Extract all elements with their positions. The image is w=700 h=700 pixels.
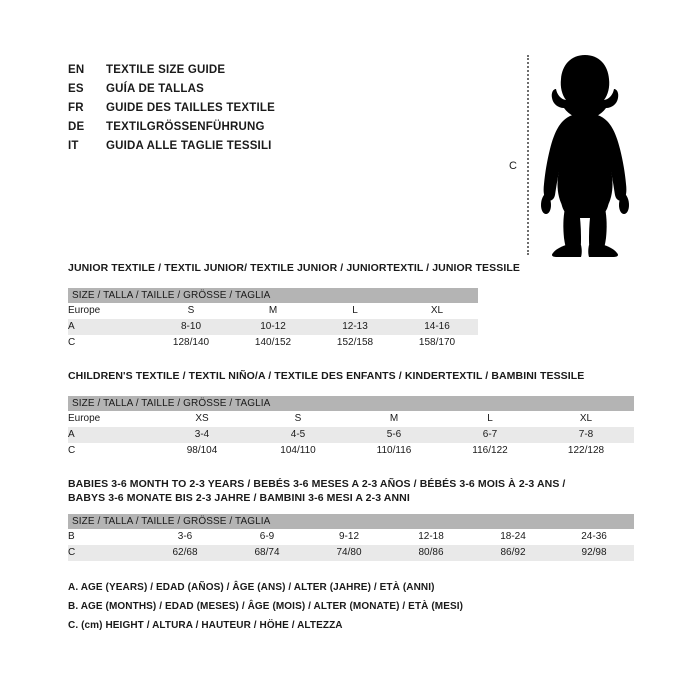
cell-value: 12-13 (314, 319, 396, 335)
cell-value: 6-7 (442, 427, 538, 443)
language-title: GUIDE DES TAILLES TEXTILE (106, 102, 275, 114)
cell-value: 62/68 (144, 545, 226, 561)
row-label: Europe (68, 411, 154, 427)
cell-value: 92/98 (554, 545, 635, 561)
table-row: C 98/104 104/110 110/116 116/122 122/128 (68, 443, 635, 459)
size-header-label: SIZE / TALLA / TAILLE / GRÖSSE / TAGLIA (68, 288, 478, 303)
language-code: DE (68, 121, 85, 133)
cell-value: 8-10 (150, 319, 232, 335)
legend-line-b: B. AGE (MONTHS) / EDAD (MESES) / ÂGE (MO… (68, 601, 464, 612)
table-header-row: SIZE / TALLA / TAILLE / GRÖSSE / TAGLIA (68, 288, 478, 303)
table-row: Europe XS S M L XL (68, 411, 635, 427)
size-header-label: SIZE / TALLA / TAILLE / GRÖSSE / TAGLIA (68, 514, 635, 529)
cell-value: 80/86 (390, 545, 472, 561)
cell-value: 158/170 (396, 335, 478, 351)
cell-value: 116/122 (442, 443, 538, 459)
cell-value: S (150, 303, 232, 319)
cell-value: 3-6 (144, 529, 226, 545)
language-row-en: EN TEXTILE SIZE GUIDE (68, 64, 275, 83)
cell-value: 3-4 (154, 427, 250, 443)
language-code: ES (68, 83, 84, 95)
cell-value: 9-12 (308, 529, 390, 545)
cell-value: 18-24 (472, 529, 554, 545)
cell-value: 86/92 (472, 545, 554, 561)
row-label: C (68, 443, 154, 459)
language-row-fr: FR GUIDE DES TAILLES TEXTILE (68, 102, 275, 121)
table-row: B 3-6 6-9 9-12 12-18 18-24 24-36 (68, 529, 635, 545)
size-table-junior: SIZE / TALLA / TAILLE / GRÖSSE / TAGLIA … (68, 288, 478, 351)
cell-value: 140/152 (232, 335, 314, 351)
height-measure-dotted-line (527, 55, 529, 255)
row-label: B (68, 529, 144, 545)
section-title-junior: JUNIOR TEXTILE / TEXTIL JUNIOR/ TEXTILE … (68, 262, 520, 274)
table-row: Europe S M L XL (68, 303, 478, 319)
cell-value: M (232, 303, 314, 319)
cell-value: 122/128 (538, 443, 635, 459)
cell-value: 98/104 (154, 443, 250, 459)
cell-value: 12-18 (390, 529, 472, 545)
cell-value: 5-6 (346, 427, 442, 443)
cell-value: 104/110 (250, 443, 346, 459)
cell-value: 152/158 (314, 335, 396, 351)
cell-value: 68/74 (226, 545, 308, 561)
height-measure-label: C (509, 160, 517, 172)
cell-value: S (250, 411, 346, 427)
cell-value: 74/80 (308, 545, 390, 561)
table-header-row: SIZE / TALLA / TAILLE / GRÖSSE / TAGLIA (68, 396, 635, 411)
section-title-babies: BABIES 3-6 MONTH TO 2-3 YEARS / BEBÉS 3-… (68, 478, 566, 504)
language-title-list: EN TEXTILE SIZE GUIDE ES GUÍA DE TALLAS … (68, 64, 275, 159)
row-label: C (68, 545, 144, 561)
cell-value: XL (538, 411, 635, 427)
language-row-de: DE TEXTILGRÖSSENFÜHRUNG (68, 121, 275, 140)
language-title: GUIDA ALLE TAGLIE TESSILI (106, 140, 272, 152)
table-row: C 128/140 140/152 152/158 158/170 (68, 335, 478, 351)
language-title: TEXTILGRÖSSENFÜHRUNG (106, 121, 265, 133)
cell-value: 6-9 (226, 529, 308, 545)
cell-value: 7-8 (538, 427, 635, 443)
table-header-row: SIZE / TALLA / TAILLE / GRÖSSE / TAGLIA (68, 514, 635, 529)
language-title: GUÍA DE TALLAS (106, 83, 204, 95)
cell-value: 128/140 (150, 335, 232, 351)
cell-value: 110/116 (346, 443, 442, 459)
cell-value: L (314, 303, 396, 319)
language-code: IT (68, 140, 79, 152)
size-header-label: SIZE / TALLA / TAILLE / GRÖSSE / TAGLIA (68, 396, 635, 411)
size-table-babies: SIZE / TALLA / TAILLE / GRÖSSE / TAGLIA … (68, 514, 635, 561)
height-diagram: C (495, 45, 655, 265)
language-title: TEXTILE SIZE GUIDE (106, 64, 226, 76)
table-row: A 3-4 4-5 5-6 6-7 7-8 (68, 427, 635, 443)
language-code: EN (68, 64, 85, 76)
table-row: C 62/68 68/74 74/80 80/86 86/92 92/98 (68, 545, 635, 561)
legend-line-c: C. (cm) HEIGHT / ALTURA / HAUTEUR / HÖHE… (68, 620, 343, 631)
legend-line-a: A. AGE (YEARS) / EDAD (AÑOS) / ÂGE (ANS)… (68, 582, 435, 593)
cell-value: XS (154, 411, 250, 427)
size-table-children: SIZE / TALLA / TAILLE / GRÖSSE / TAGLIA … (68, 396, 635, 459)
language-row-it: IT GUIDA ALLE TAGLIE TESSILI (68, 140, 275, 159)
language-row-es: ES GUÍA DE TALLAS (68, 83, 275, 102)
child-silhouette-icon (535, 53, 635, 263)
cell-value: 24-36 (554, 529, 635, 545)
row-label: A (68, 319, 150, 335)
cell-value: 14-16 (396, 319, 478, 335)
row-label: C (68, 335, 150, 351)
language-code: FR (68, 102, 84, 114)
row-label: Europe (68, 303, 150, 319)
cell-value: 4-5 (250, 427, 346, 443)
legend-block: A. AGE (YEARS) / EDAD (AÑOS) / ÂGE (ANS)… (68, 578, 463, 635)
row-label: A (68, 427, 154, 443)
cell-value: L (442, 411, 538, 427)
section-title-children: CHILDREN'S TEXTILE / TEXTIL NIÑO/A / TEX… (68, 370, 585, 382)
cell-value: M (346, 411, 442, 427)
cell-value: 10-12 (232, 319, 314, 335)
table-row: A 8-10 10-12 12-13 14-16 (68, 319, 478, 335)
cell-value: XL (396, 303, 478, 319)
